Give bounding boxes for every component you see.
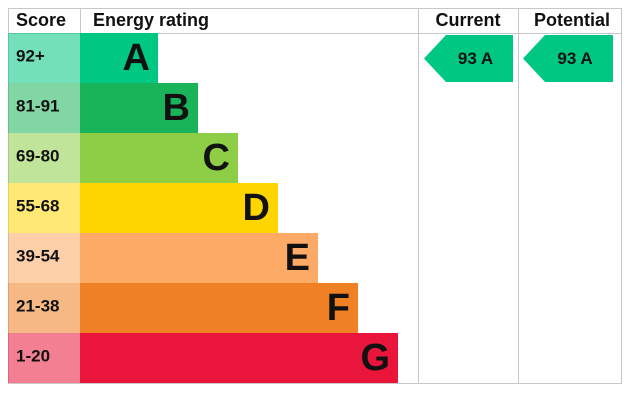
rating-letter: D [243,187,270,229]
potential-arrow [523,35,613,82]
score-cell-bg [8,333,80,383]
score-cell-bg [8,283,80,333]
score-label: 92+ [16,46,45,65]
rating-letter: G [360,337,390,379]
score-label: 1-20 [16,346,50,365]
rating-bar [80,333,398,383]
header-score: Score [16,10,66,30]
rating-bar [80,233,318,283]
rating-letter: C [203,137,230,179]
rating-bar [80,183,278,233]
rating-bar [80,83,198,133]
rating-bar [80,133,238,183]
score-label: 81-91 [16,96,59,115]
rating-letter: A [123,37,150,79]
score-cell-bg [8,233,80,283]
rating-letter: F [327,287,350,329]
score-cell-bg [8,183,80,233]
rating-letter: E [285,237,310,279]
score-label: 69-80 [16,146,59,165]
current-arrow [424,35,513,82]
header-potential: Potential [534,10,610,30]
header-current: Current [435,10,500,30]
score-label: 21-38 [16,296,59,315]
score-label: 55-68 [16,196,59,215]
current-label: 93 A [458,49,493,68]
rating-bar [80,33,158,83]
potential-label: 93 A [557,49,592,68]
score-cell-bg [8,83,80,133]
rating-letter: B [163,87,190,129]
rating-bar [80,283,358,333]
score-cell-bg [8,133,80,183]
header-rating: Energy rating [93,10,209,30]
score-cell-bg [8,33,80,83]
score-label: 39-54 [16,246,60,265]
